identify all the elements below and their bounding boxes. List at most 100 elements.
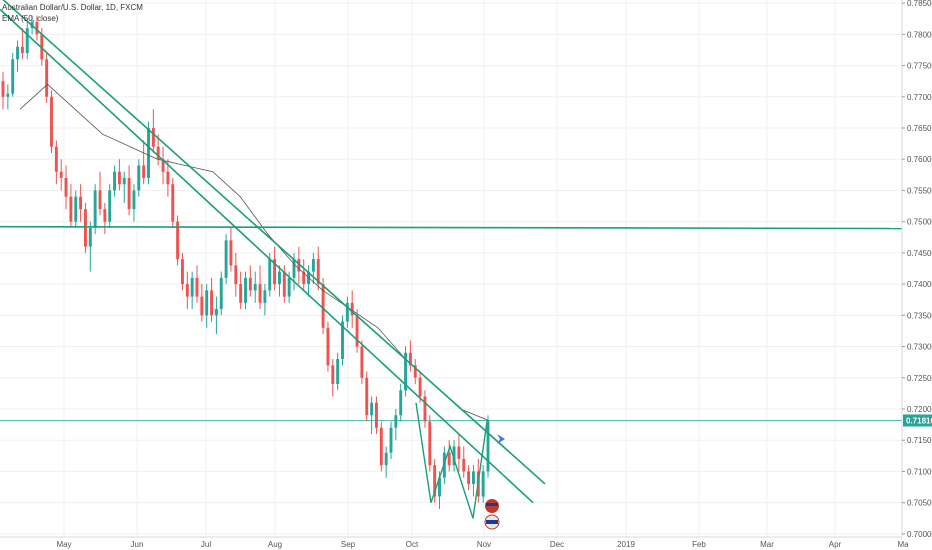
chart-legend: Australian Dollar/U.S. Dollar, 1D, FXCM … <box>2 2 143 24</box>
candlestick-series <box>1 15 490 509</box>
candle-up <box>384 452 388 466</box>
arrow-marker <box>497 433 505 444</box>
time-axis[interactable]: May Jun Jul Aug Sep Oct Nov Dec 2019 Feb Mar Apr Ma <box>0 536 909 549</box>
time-tick-label: Jun <box>131 540 144 549</box>
candle-down <box>447 452 451 466</box>
candle-down <box>239 284 243 303</box>
ema-indicator-label: EMA (50, close) <box>2 14 59 23</box>
time-tick-label: Jul <box>201 540 211 549</box>
candle-down <box>423 396 427 422</box>
candle-down <box>176 221 180 260</box>
candle-down <box>248 277 252 291</box>
candle-down <box>185 284 189 297</box>
candle-down <box>229 240 233 266</box>
event-icons[interactable] <box>484 499 500 530</box>
candle-down <box>321 284 325 328</box>
candle-down <box>142 165 146 178</box>
candle-down <box>210 290 214 316</box>
candle-down <box>258 284 262 303</box>
candle-down <box>467 471 471 484</box>
candle-up <box>394 415 398 428</box>
candle-down <box>433 465 437 497</box>
candle-up <box>16 46 20 60</box>
candle-up <box>277 271 281 285</box>
time-tick-label: Oct <box>406 540 419 549</box>
candle-up <box>205 290 209 316</box>
arrow-icon <box>497 433 505 444</box>
candle-down <box>195 277 199 297</box>
time-tick-label: Apr <box>829 540 842 549</box>
candle-up <box>389 427 393 453</box>
flag-stripe-top <box>486 503 498 506</box>
trendline <box>0 8 534 504</box>
candle-up <box>147 128 150 178</box>
candle-down <box>20 46 24 54</box>
candle-up <box>287 277 291 297</box>
event-flag-icon[interactable] <box>485 499 499 513</box>
price-tick-label: 0.78500 <box>907 0 932 8</box>
candle-down <box>69 196 73 222</box>
candle-up <box>452 446 456 466</box>
candle-down <box>98 190 102 210</box>
candle-up <box>481 471 485 497</box>
candle-up <box>370 402 374 416</box>
price-tag-text: 0.71816 <box>906 416 932 425</box>
candle-up <box>122 177 126 185</box>
candle-up <box>6 93 10 97</box>
candle-up <box>113 171 117 191</box>
candle-down <box>171 184 175 222</box>
candle-up <box>486 420 490 472</box>
time-tick-label: Sep <box>341 540 356 549</box>
candle-down <box>54 146 58 172</box>
candle-down <box>1 81 5 97</box>
candle-up <box>132 190 136 210</box>
candle-down <box>273 259 277 285</box>
time-tick-label: May <box>56 540 71 549</box>
event-flag-icon-2[interactable] <box>484 514 500 530</box>
candle-up <box>88 227 92 247</box>
trendline <box>2 0 546 485</box>
candle-down <box>40 34 44 60</box>
time-tick-label: Dec <box>550 540 564 549</box>
candle-up <box>253 284 257 291</box>
candle-down <box>326 327 330 366</box>
candle-down <box>35 21 39 35</box>
candle-up <box>137 165 141 191</box>
candle-down <box>297 259 301 272</box>
candle-up <box>11 59 15 94</box>
time-tick-label: Aug <box>268 540 282 549</box>
candle-down <box>200 296 204 316</box>
candle-down <box>156 146 160 160</box>
candle-down <box>413 365 417 378</box>
price-tag-bg <box>903 414 932 427</box>
candle-up <box>399 390 403 416</box>
candle-up <box>244 277 247 303</box>
candle-down <box>457 446 461 459</box>
candle-down <box>180 259 184 285</box>
candle-down <box>103 209 107 222</box>
candle-up <box>336 359 340 385</box>
trendline <box>0 225 903 230</box>
candle-up <box>311 259 315 272</box>
candle-up <box>190 277 194 297</box>
candle-down <box>331 365 335 385</box>
candle-down <box>161 159 165 172</box>
candle-down <box>428 421 432 466</box>
candle-down <box>408 352 412 366</box>
candle-up <box>268 259 272 291</box>
